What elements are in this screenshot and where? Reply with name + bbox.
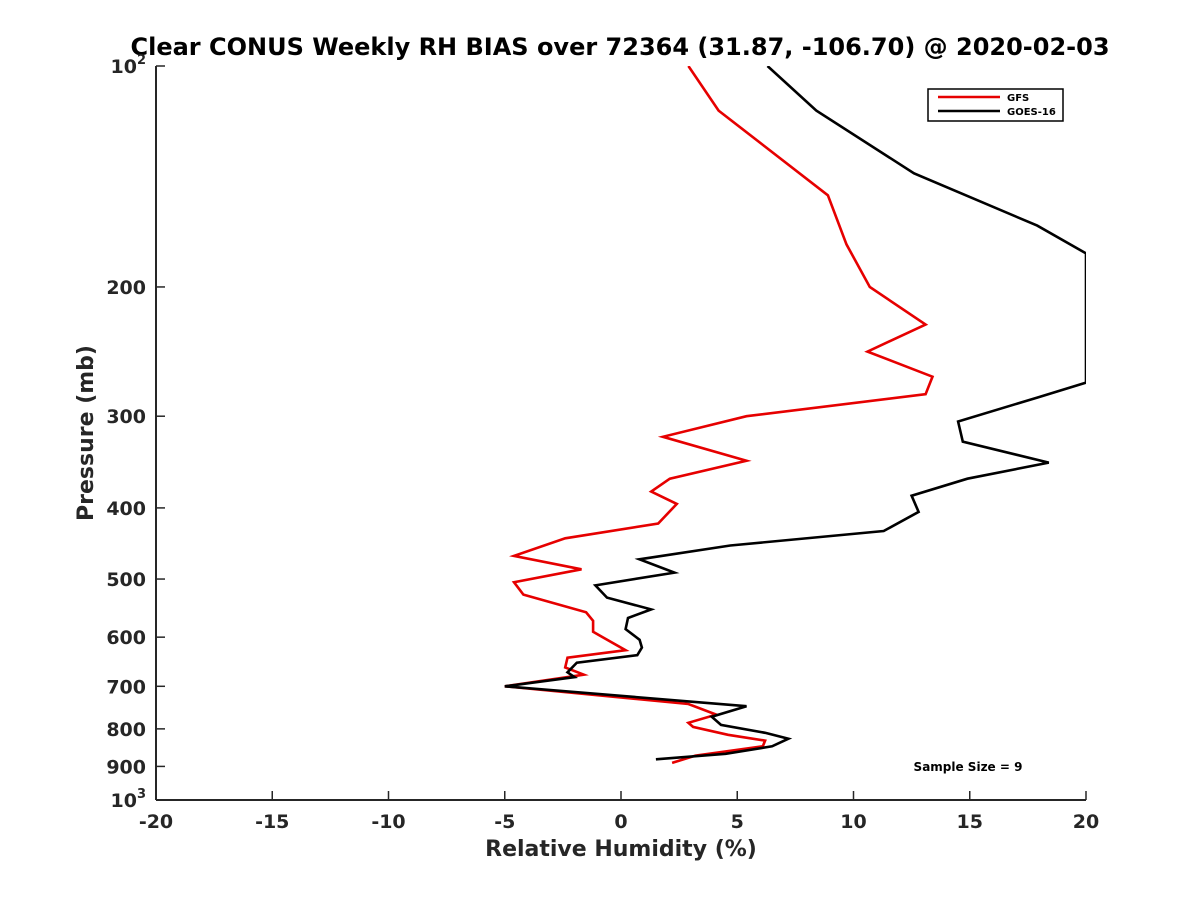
series-layer <box>504 66 1086 765</box>
legend: GFS GOES-16 <box>927 88 1064 122</box>
y-tick-label: 102 <box>111 53 147 78</box>
y-tick-label: 400 <box>106 498 146 520</box>
legend-label-goes16: GOES-16 <box>1007 107 1056 118</box>
x-tick-label: 5 <box>731 811 744 833</box>
y-tick-label: 300 <box>106 406 146 428</box>
plot-area <box>156 66 1086 800</box>
x-tick-label: 20 <box>1073 811 1099 833</box>
series-line-gfs <box>504 66 935 765</box>
x-axis-label: Relative Humidity (%) <box>485 837 757 862</box>
chart-title: Clear CONUS Weekly RH BIAS over 72364 (3… <box>130 33 1109 61</box>
y-tick-label: 103 <box>111 787 147 812</box>
x-tick-label: 0 <box>614 811 627 833</box>
y-tick-label: 800 <box>106 719 146 741</box>
y-tick-label: 200 <box>106 277 146 299</box>
y-tick-label: 500 <box>106 569 146 591</box>
y-tick-label: 600 <box>106 627 146 649</box>
sample-size-annotation: Sample Size = 9 <box>914 760 1023 774</box>
x-ticks: -20 -15 -10 -5 0 5 10 15 20 <box>139 791 1099 833</box>
y-tick-label: 900 <box>106 756 146 778</box>
x-tick-label: 15 <box>957 811 983 833</box>
x-tick-label: -15 <box>255 811 289 833</box>
x-tick-label: -10 <box>371 811 405 833</box>
series-line-goes16 <box>504 66 1086 761</box>
x-tick-label: 10 <box>840 811 866 833</box>
legend-box <box>927 88 1064 122</box>
y-axis-label: Pressure (mb) <box>74 345 99 521</box>
x-tick-label: -20 <box>139 811 173 833</box>
y-tick-label: 700 <box>106 676 146 698</box>
x-tick-label: -5 <box>494 811 515 833</box>
y-ticks: 102 200 300 400 500 600 700 800 900 103 <box>106 53 165 812</box>
legend-label-gfs: GFS <box>1007 93 1029 104</box>
